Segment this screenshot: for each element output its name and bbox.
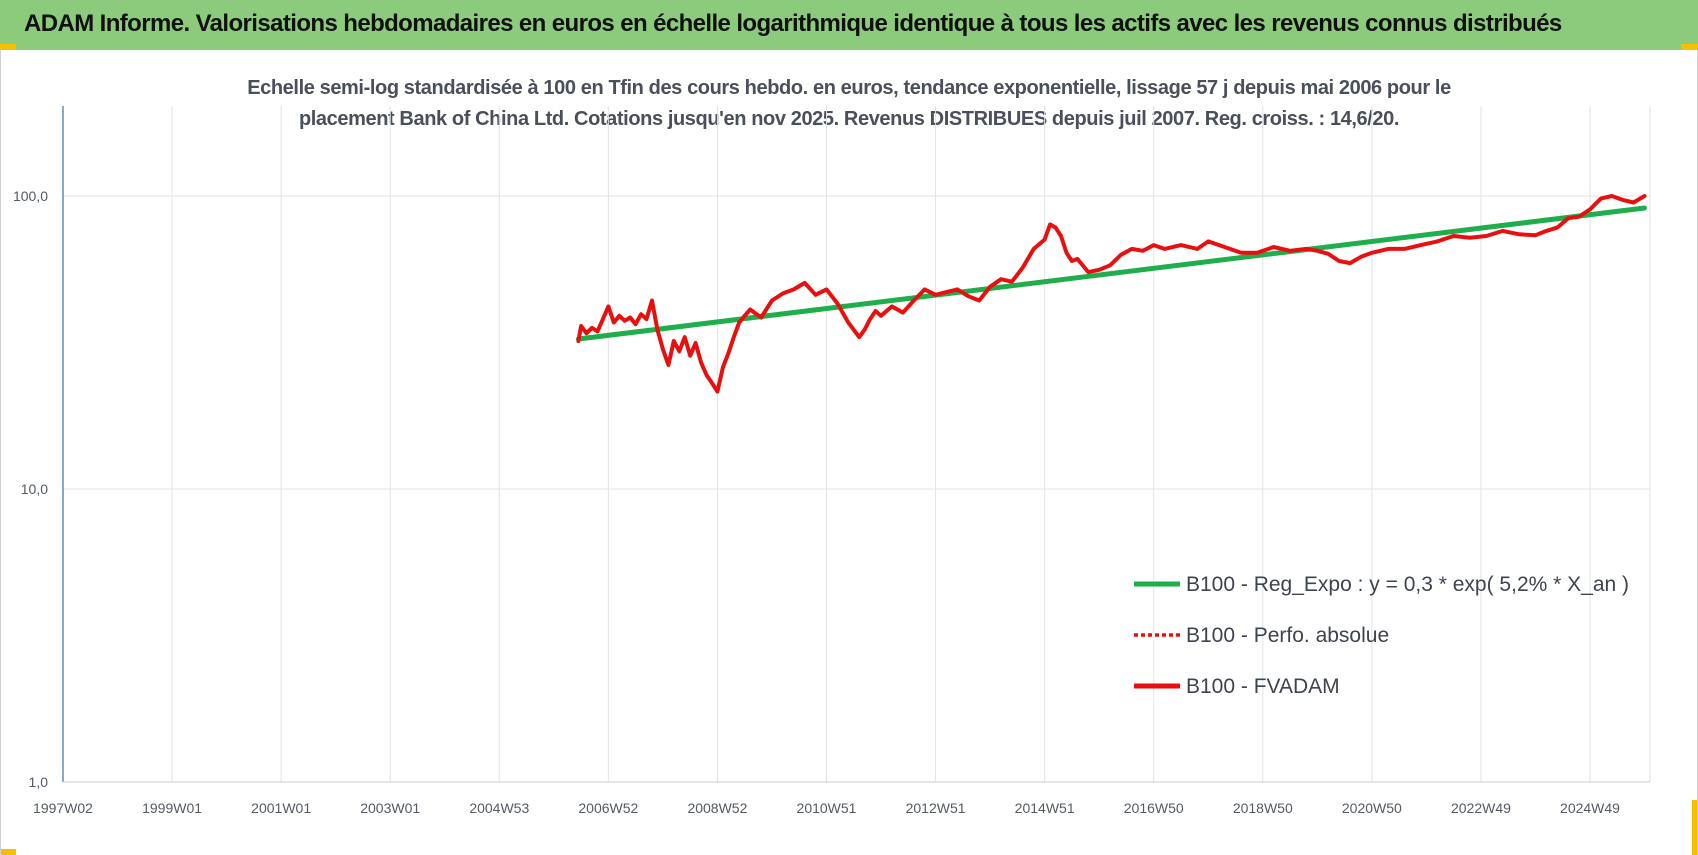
y-tick-label: 10,0 xyxy=(21,481,48,497)
page-title: ADAM Informe. Valorisations hebdomadaire… xyxy=(24,10,1562,37)
x-tick-label: 2006W52 xyxy=(578,800,638,816)
x-tick-label: 2016W50 xyxy=(1124,800,1184,816)
x-tick-label: 1997W02 xyxy=(33,800,93,816)
x-tick-label: 2008W52 xyxy=(687,800,747,816)
series-layer xyxy=(575,194,1647,394)
x-tick-label: 2001W01 xyxy=(251,800,311,816)
corner-marker-top-right xyxy=(1681,44,1698,50)
series-line-fvadam xyxy=(576,194,1647,394)
corner-marker-bottom-left xyxy=(0,849,16,855)
legend-label: B100 - Perfo. absolue xyxy=(1186,624,1389,647)
x-tick-label: 2020W50 xyxy=(1342,800,1402,816)
chart-title-line1: Echelle semi-log standardisée à 100 en T… xyxy=(247,77,1451,99)
x-tick-label: 2010W51 xyxy=(797,800,857,816)
corner-marker-top-left xyxy=(0,44,16,50)
grid-layer xyxy=(63,106,1651,782)
tick-layer: 1997W02 1999W01 2001W01 2003W01 2004W53 2006W… xyxy=(13,188,1620,816)
x-tick-label: 2018W50 xyxy=(1233,800,1293,816)
y-tick-label: 1,0 xyxy=(29,774,49,790)
x-tick-label: 2022W49 xyxy=(1451,800,1511,816)
legend-label: B100 - Reg_Expo : y = 0,3 * exp( 5,2% * … xyxy=(1186,573,1629,596)
x-tick-label: 2003W01 xyxy=(360,800,420,816)
legend: B100 - Reg_Expo : y = 0,3 * exp( 5,2% * … xyxy=(1134,573,1629,698)
x-tick-label: 2012W51 xyxy=(906,800,966,816)
series-line-reg-expo xyxy=(575,205,1647,342)
legend-label: B100 - FVADAM xyxy=(1186,675,1340,698)
x-tick-label: 1999W01 xyxy=(142,800,202,816)
header-bar: ADAM Informe. Valorisations hebdomadaire… xyxy=(0,0,1698,50)
corner-marker-bottom-right xyxy=(1692,800,1698,855)
x-tick-label: 2024W49 xyxy=(1560,800,1620,816)
x-tick-label: 2014W51 xyxy=(1015,800,1075,816)
chart-title-line2: placement Bank of China Ltd. Cotations j… xyxy=(298,108,1400,130)
y-tick-label: 100,0 xyxy=(13,188,48,204)
x-tick-label: 2004W53 xyxy=(469,800,529,816)
